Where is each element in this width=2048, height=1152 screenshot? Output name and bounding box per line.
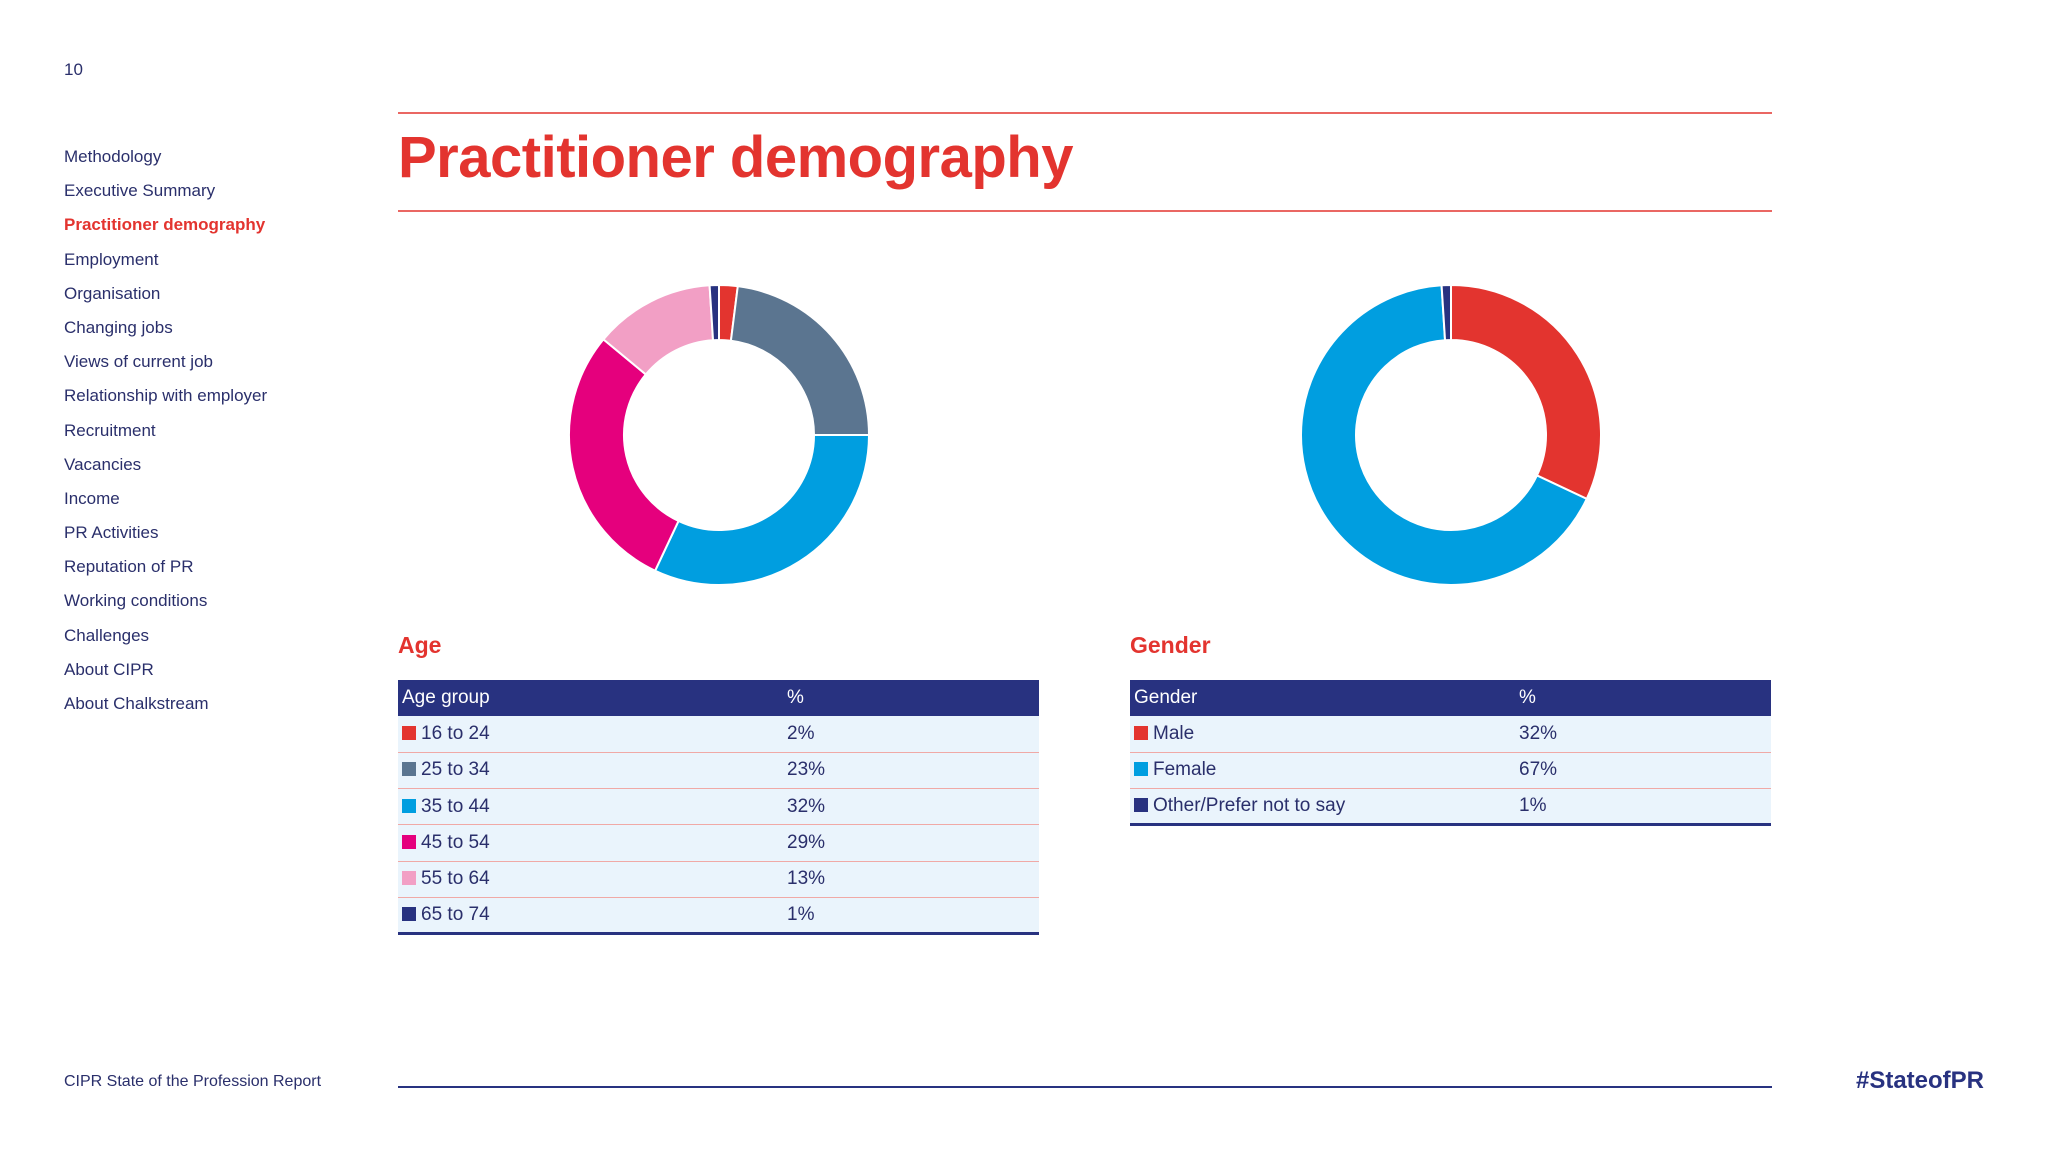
table-row: 65 to 74 1% [398, 897, 1039, 936]
hashtag: #StateofPR [1855, 1067, 1984, 1094]
gender-table: Gender % Male 32% Female 67% Other/Prefe… [1130, 680, 1771, 827]
legend-swatch [1134, 798, 1148, 813]
donut-slice-25-to-34 [729, 285, 871, 436]
row-value: 2% [783, 716, 1039, 753]
row-label: 55 to 64 [421, 868, 490, 890]
legend-swatch [1134, 762, 1148, 777]
toc-item-vacancies[interactable]: Vacancies [64, 454, 142, 474]
row-label: 35 to 44 [421, 795, 490, 817]
legend-swatch [402, 871, 416, 886]
toc-item-pr-activities[interactable]: PR Activities [64, 523, 159, 543]
toc-item-recruitment[interactable]: Recruitment [64, 420, 156, 440]
toc-item-about-cipr[interactable]: About CIPR [64, 659, 154, 679]
donut-slice-35-to-44 [653, 434, 871, 586]
toc-item-changing-jobs[interactable]: Changing jobs [64, 317, 173, 337]
gender-donut-chart [1300, 283, 1602, 586]
table-row: Male 32% [1130, 716, 1771, 753]
percent-column-header: % [1515, 680, 1771, 716]
gender-column-header: Gender [1130, 680, 1515, 716]
table-header-row: Age group % [398, 680, 1039, 716]
age-donut-chart [568, 283, 871, 586]
table-row: 25 to 34 23% [398, 752, 1039, 790]
title-top-divider [398, 112, 1772, 114]
table-of-contents: Methodology Executive Summary Practition… [64, 146, 267, 727]
toc-item-executive-summary[interactable]: Executive Summary [64, 181, 216, 201]
age-heading: Age [398, 632, 442, 658]
row-label: Female [1153, 759, 1217, 781]
row-label: Male [1153, 722, 1195, 744]
toc-item-organisation[interactable]: Organisation [64, 283, 161, 303]
legend-swatch [402, 798, 416, 813]
footer-divider [398, 1086, 1772, 1088]
row-value: 67% [1515, 752, 1771, 790]
table-row: Other/Prefer not to say 1% [1130, 788, 1771, 827]
report-name: CIPR State of the Profession Report [64, 1073, 322, 1090]
table-row: 55 to 64 13% [398, 861, 1039, 898]
row-label: 25 to 34 [421, 759, 490, 781]
row-value: 23% [783, 752, 1039, 790]
donut-slice-female [1300, 284, 1589, 586]
row-label: 65 to 74 [421, 904, 490, 926]
donut-slice-other-prefer-not-to-say [1440, 283, 1452, 342]
toc-item-working-conditions[interactable]: Working conditions [64, 591, 208, 611]
title-bottom-divider [398, 210, 1772, 212]
toc-item-income[interactable]: Income [64, 488, 120, 508]
toc-item-practitioner-demography[interactable]: Practitioner demography [64, 215, 266, 235]
row-value: 1% [1515, 788, 1771, 827]
legend-swatch [402, 835, 416, 850]
donut-slice-male [1450, 283, 1602, 501]
toc-item-methodology[interactable]: Methodology [64, 147, 162, 166]
row-value: 32% [1515, 716, 1771, 753]
row-value: 29% [783, 824, 1039, 862]
legend-swatch [402, 725, 416, 740]
page-title: Practitioner demography [398, 125, 1073, 190]
toc-item-reputation-of-pr[interactable]: Reputation of PR [64, 557, 194, 577]
legend-swatch [402, 762, 416, 777]
page-number: 10 [64, 60, 83, 79]
percent-column-header: % [783, 680, 1039, 716]
toc-item-about-chalkstream[interactable]: About Chalkstream [64, 694, 209, 713]
row-value: 13% [783, 861, 1039, 898]
table-row: 16 to 24 2% [398, 716, 1039, 753]
legend-swatch [1134, 725, 1148, 740]
legend-swatch [402, 907, 416, 922]
age-group-column-header: Age group [398, 680, 783, 716]
donut-slice-45-to-54 [568, 337, 680, 573]
row-value: 32% [783, 788, 1039, 826]
age-table: Age group % 16 to 24 2% 25 to 34 23% 35 … [398, 680, 1039, 936]
table-row: Female 67% [1130, 752, 1771, 790]
gender-heading: Gender [1130, 632, 1211, 658]
row-value: 1% [783, 897, 1039, 936]
table-header-row: Gender % [1130, 680, 1771, 716]
row-label: 16 to 24 [421, 722, 490, 744]
row-label: 45 to 54 [421, 832, 490, 854]
table-row: 45 to 54 29% [398, 824, 1039, 862]
row-label: Other/Prefer not to say [1153, 795, 1346, 817]
donut-slice-65-to-74 [708, 283, 720, 342]
table-row: 35 to 44 32% [398, 788, 1039, 826]
toc-item-views-of-current-job[interactable]: Views of current job [64, 352, 213, 372]
toc-item-relationship-with-employer[interactable]: Relationship with employer [64, 386, 268, 406]
toc-item-challenges[interactable]: Challenges [64, 625, 150, 645]
toc-item-employment[interactable]: Employment [64, 249, 159, 269]
